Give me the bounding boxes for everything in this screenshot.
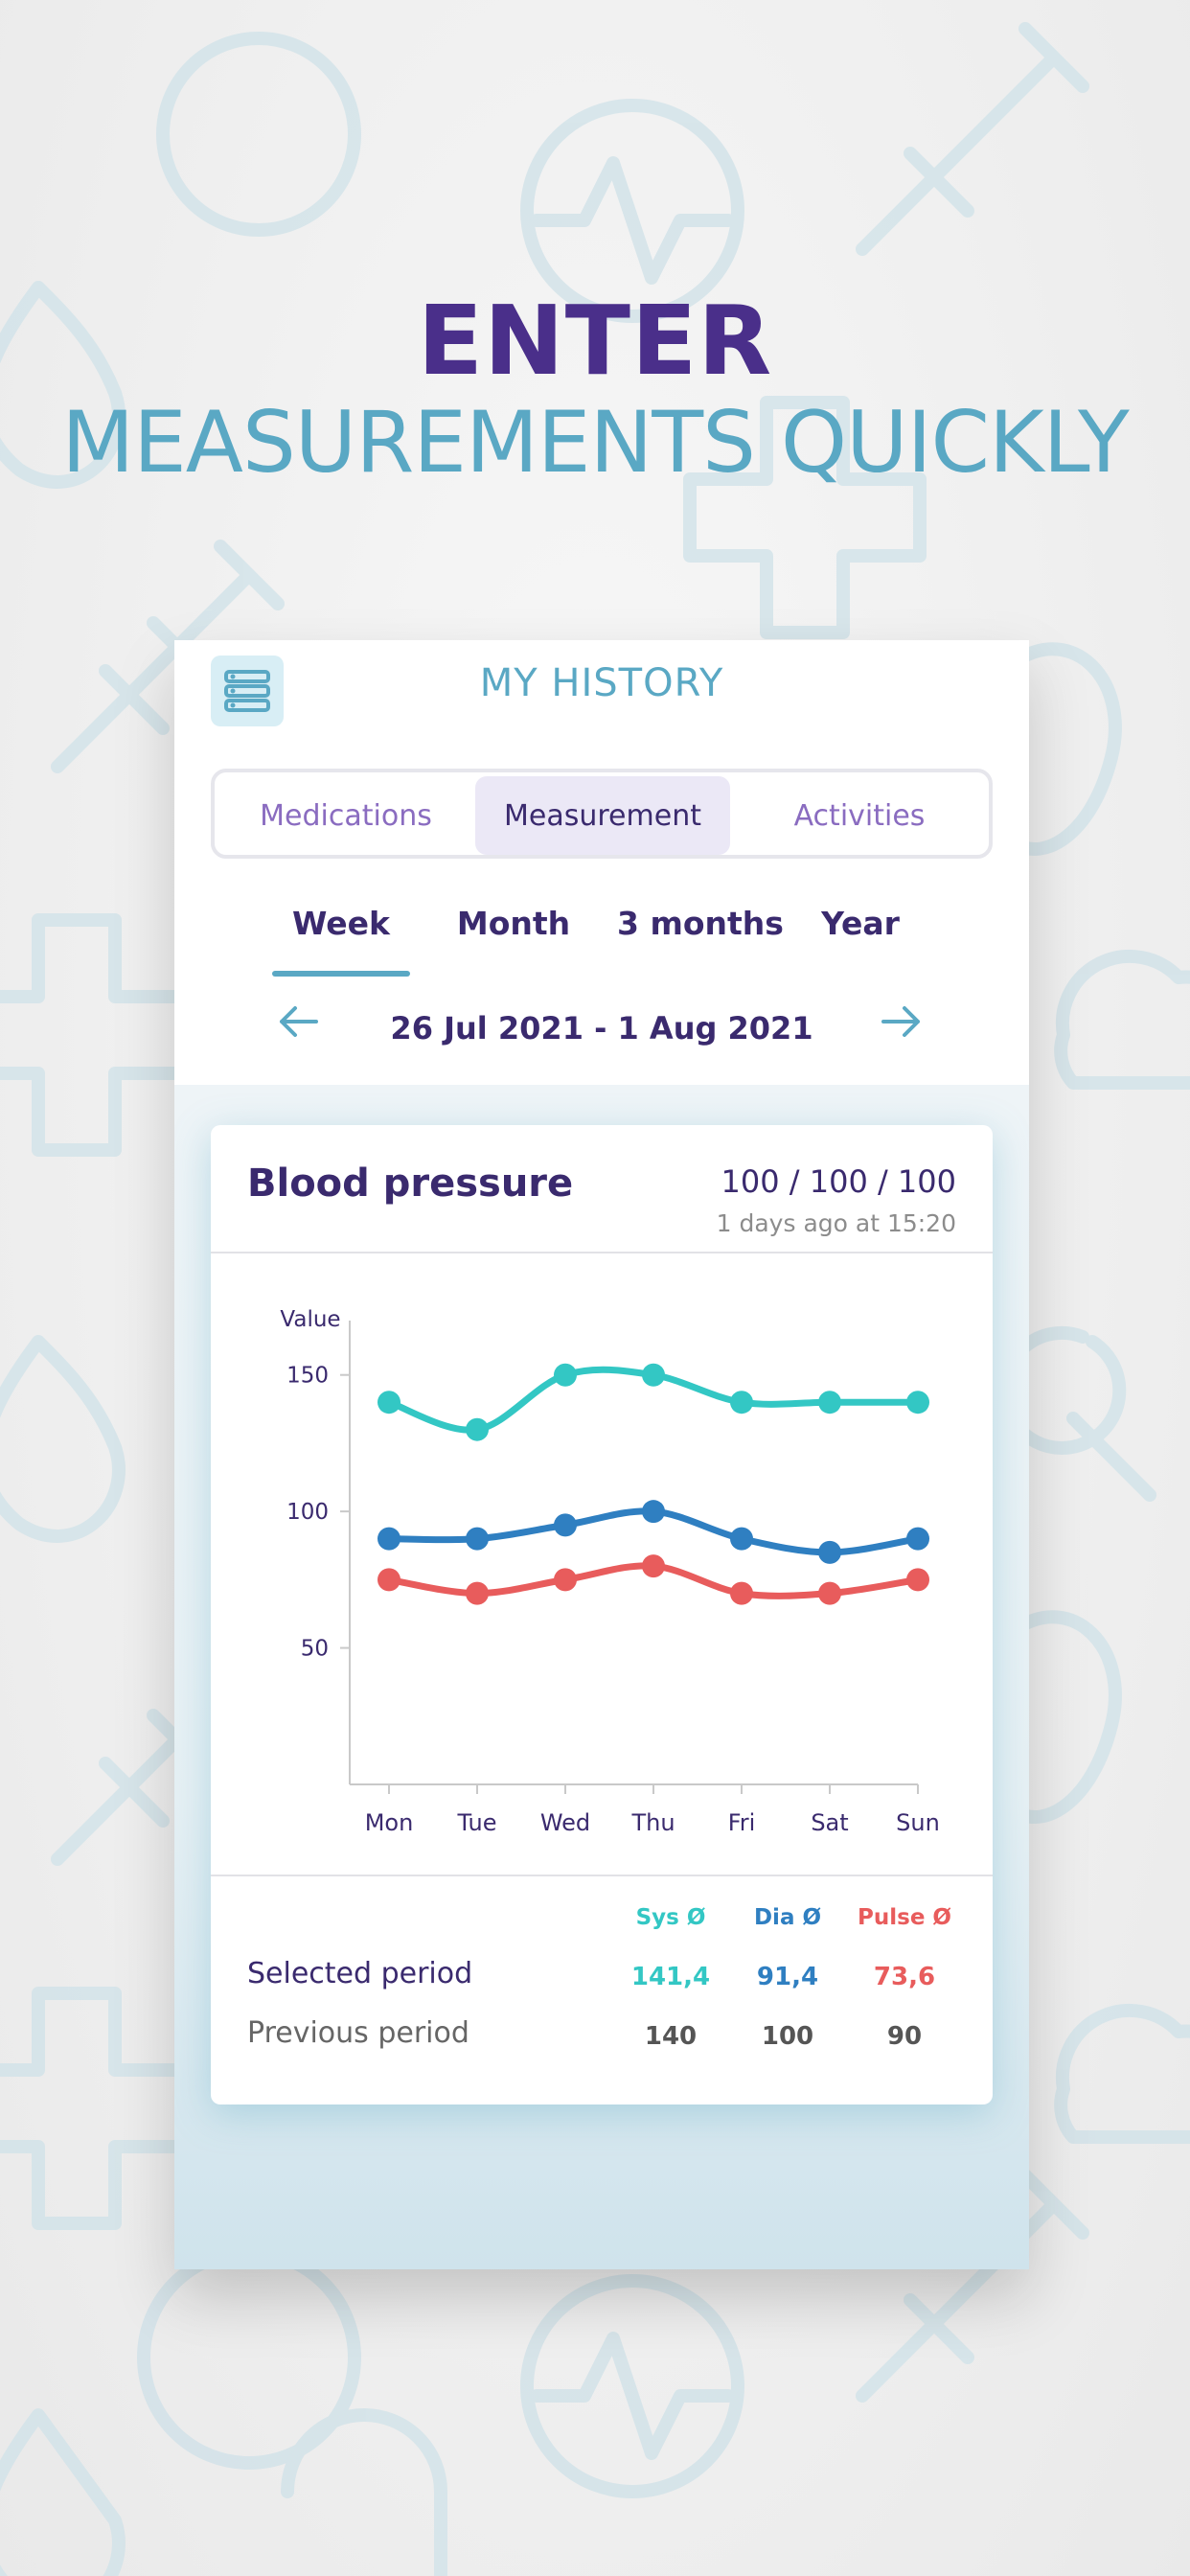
stats-header-sys: Sys Ø (635, 1905, 706, 1930)
headline: ENTER MEASUREMENTS QUICKLY (0, 288, 1190, 491)
category-segmented-control: Medications Measurement Activities (211, 769, 993, 859)
headline-line2: MEASUREMENTS QUICKLY (61, 393, 1130, 492)
data-point-pulse-tue (466, 1581, 489, 1605)
period-year[interactable]: Year (821, 905, 900, 942)
data-point-sys-thu (642, 1363, 665, 1387)
drop-icon (0, 2408, 126, 2576)
previous-pulse-value: 90 (886, 2022, 923, 2051)
data-point-pulse-mon (378, 1568, 400, 1592)
cross-icon (683, 396, 927, 639)
y-tick-label: 50 (301, 1637, 329, 1662)
menu-button[interactable] (211, 656, 284, 726)
period-week[interactable]: Week (292, 905, 390, 942)
data-point-sys-wed (554, 1363, 577, 1387)
selected-sys-value: 141,4 (630, 1963, 711, 1991)
tab-activities[interactable]: Activities (793, 798, 926, 833)
selected-period-label: Selected period (247, 1957, 473, 1990)
data-point-dia-wed (554, 1513, 577, 1537)
x-tick-label: Sun (896, 1809, 940, 1836)
data-point-sys-sun (906, 1391, 929, 1414)
arrow-left-icon[interactable] (278, 1004, 320, 1039)
data-point-pulse-sat (818, 1581, 841, 1605)
data-point-dia-fri (730, 1527, 753, 1551)
drop-icon (0, 1335, 126, 1543)
x-tick-label: Thu (630, 1809, 675, 1836)
arrow-right-icon[interactable] (880, 1004, 922, 1039)
list-icon (224, 670, 270, 712)
tab-medications[interactable]: Medications (260, 798, 432, 833)
y-tick-label: 100 (286, 1500, 329, 1525)
blood-pressure-card[interactable]: Blood pressure 100 / 100 / 100 1 days ag… (211, 1125, 993, 2104)
active-period-indicator (272, 971, 410, 977)
cross-icon (0, 913, 198, 1157)
selected-pulse-value: 73,6 (873, 1963, 936, 1991)
divider (211, 1874, 993, 1876)
x-tick-label: Fri (728, 1809, 756, 1836)
data-point-sys-sat (818, 1391, 841, 1414)
data-point-dia-mon (378, 1527, 400, 1551)
data-point-dia-sun (906, 1527, 929, 1551)
drop-icon (0, 281, 126, 489)
divider (211, 1252, 993, 1254)
stats-header-pulse: Pulse Ø (858, 1905, 951, 1930)
data-point-sys-mon (378, 1391, 400, 1414)
data-point-sys-tue (466, 1417, 489, 1441)
phone-screen: MY HISTORY Medications Measurement Activ… (174, 640, 1029, 2269)
syringe-icon (51, 540, 285, 773)
latest-time: 1 days ago at 15:20 (716, 1209, 956, 1237)
data-point-dia-thu (642, 1500, 665, 1524)
blood-pressure-chart: Value 150 100 50 Mon Tue Wed Thu Fri Sat Sun (280, 1307, 940, 1836)
card-title: Blood pressure (247, 1162, 574, 1206)
latest-value: 100 / 100 / 100 (721, 1163, 956, 1200)
x-tick-label: Mon (365, 1809, 414, 1836)
data-point-pulse-thu (642, 1554, 665, 1578)
previous-dia-value: 100 (761, 2022, 814, 2051)
cross-icon (0, 1987, 198, 2230)
headline-line1: ENTER (417, 285, 773, 397)
heart-icon (281, 2408, 447, 2576)
screen-title: MY HISTORY (479, 661, 724, 705)
heartbeat-circle-icon (520, 2274, 744, 2498)
previous-period-label: Previous period (247, 2016, 469, 2050)
data-point-pulse-sun (906, 1568, 929, 1592)
stethoscope-icon (997, 1326, 1156, 1502)
period-3-months[interactable]: 3 months (617, 905, 784, 942)
data-point-dia-sat (818, 1540, 841, 1564)
cloud-icon (1054, 2003, 1190, 2144)
syringe-icon (856, 22, 1089, 256)
period-month[interactable]: Month (456, 905, 571, 942)
heartbeat-circle-icon (520, 99, 744, 323)
selected-dia-value: 91,4 (756, 1963, 819, 1991)
x-tick-label: Sat (811, 1809, 848, 1836)
circle-icon (156, 32, 361, 237)
data-point-dia-tue (466, 1527, 489, 1551)
data-point-sys-fri (730, 1391, 753, 1414)
cloud-icon (1054, 949, 1190, 1090)
x-tick-label: Tue (457, 1809, 497, 1836)
x-tick-label: Wed (540, 1809, 590, 1836)
previous-sys-value: 140 (644, 2022, 698, 2051)
data-point-pulse-wed (554, 1568, 577, 1592)
stats-header-dia: Dia Ø (753, 1905, 822, 1930)
y-tick-label: 150 (286, 1364, 329, 1389)
tab-measurement[interactable]: Measurement (475, 776, 730, 855)
data-point-pulse-fri (730, 1581, 753, 1605)
date-range: 26 Jul 2021 - 1 Aug 2021 (390, 1010, 813, 1046)
y-axis-label: Value (280, 1307, 340, 1332)
